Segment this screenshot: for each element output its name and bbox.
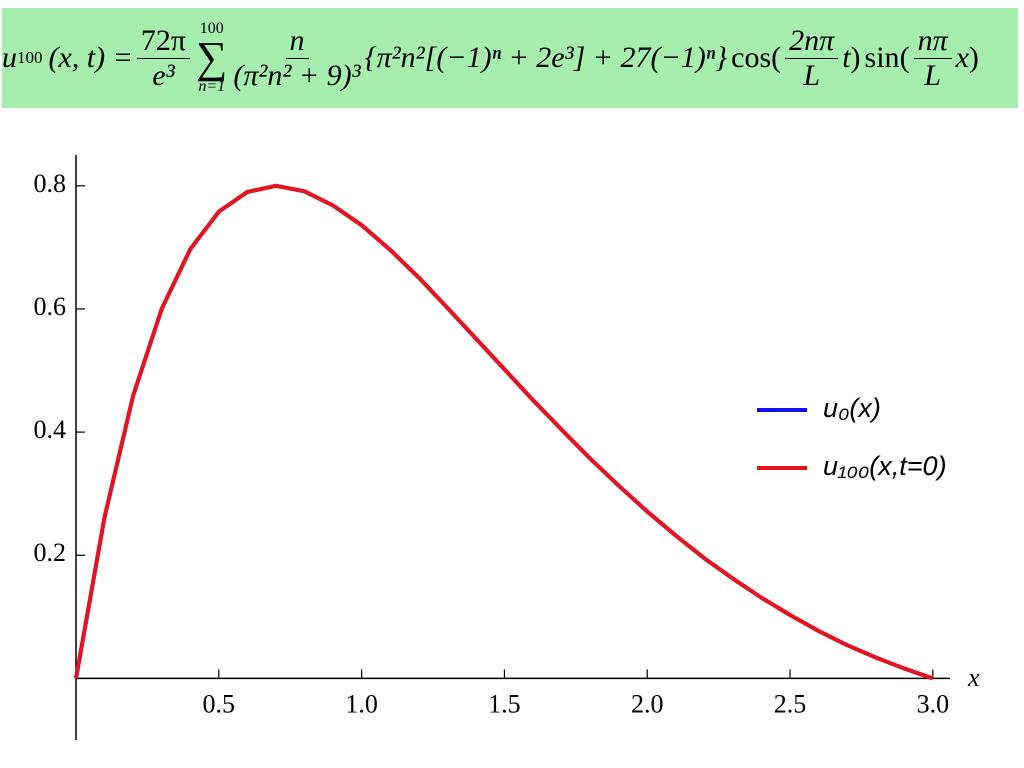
fraction: nπ L	[913, 24, 952, 93]
formula-text: cos	[731, 41, 772, 74]
formula-text: n	[285, 24, 309, 59]
formula-text: sin	[864, 41, 900, 74]
legend-label: u₁₀₀(x,t=0)	[823, 451, 947, 481]
formula-text: 72π	[136, 24, 191, 59]
x-tick-label: 2.5	[774, 689, 807, 718]
x-tick-label: 1.5	[488, 689, 521, 718]
fraction: 72π e³	[136, 24, 191, 93]
line-series	[74, 183, 934, 681]
y-tick-label: 0.6	[34, 292, 67, 321]
formula-text: u	[2, 41, 17, 74]
y-tick-label: 0.2	[34, 538, 67, 567]
legend-label: u₀(x)	[823, 393, 881, 423]
sum: 100 ∑ n=1	[196, 20, 227, 96]
line-series	[74, 183, 934, 681]
formula-text: x	[955, 41, 969, 74]
y-tick-label: 0.8	[34, 169, 67, 198]
formula-text: n=1	[198, 78, 226, 95]
x-axis-label: x	[967, 663, 980, 692]
formula-text: e³	[152, 58, 175, 92]
fraction: n (π²n² + 9)³	[233, 24, 360, 93]
formula-text: (π²n² + 9)³	[233, 58, 361, 92]
x-tick-label: 0.5	[203, 689, 236, 718]
formula-text: 100	[17, 48, 43, 67]
fraction: 2nπ L	[785, 24, 839, 93]
formula-text: L	[924, 58, 941, 92]
formula: u 100 (x, t) = 72π e³ 100 ∑ n=1 n (π²n² + 9)³…	[2, 8, 1018, 108]
x-tick-label: 2.0	[631, 689, 664, 718]
x-tick-label: 1.0	[345, 689, 378, 718]
formula-text: 2nπ	[785, 24, 839, 59]
formula-text: {π²n²[(−1)ⁿ + 2e³] + 27(−1)ⁿ}	[364, 41, 728, 74]
formula-text: ∑	[196, 33, 228, 82]
y-tick-label: 0.4	[34, 415, 67, 444]
formula-text: (x, t) =	[48, 41, 133, 74]
formula-text: nπ	[913, 24, 952, 59]
formula-text: t	[842, 41, 851, 74]
x-tick-label: 3.0	[917, 689, 950, 718]
formula-text: L	[803, 58, 821, 92]
formula-text: 100	[199, 20, 224, 37]
